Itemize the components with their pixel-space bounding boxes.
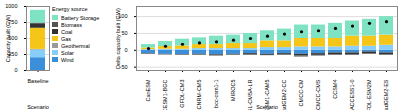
svg-text:CCSM4: CCSM4 <box>332 80 338 99</box>
svg-text:250: 250 <box>8 51 18 58</box>
svg-text:0: 0 <box>124 47 127 53</box>
svg-text:HadGEM2-ES: HadGEM2-ES <box>383 79 389 110</box>
svg-text:IPSL-CM5A-LR: IPSL-CM5A-LR <box>247 79 253 110</box>
svg-text:100: 100 <box>118 13 128 20</box>
svg-text:CMCC-CMS: CMCC-CMS <box>315 79 321 110</box>
svg-text:MIROC5: MIROC5 <box>230 80 236 101</box>
html-text:Biomass: Biomass <box>61 21 83 28</box>
html-text:Gas: Gas <box>61 35 72 42</box>
svg-text:bcc-csm1-1: bcc-csm1-1 <box>213 80 219 108</box>
svg-text:ACCESS1-0: ACCESS1-0 <box>349 80 355 110</box>
html-text:Geothermal: Geothermal <box>61 42 90 49</box>
svg-text:Scenario: Scenario <box>256 104 278 110</box>
html-text:Energy source: Energy source <box>52 6 88 12</box>
html-text:Solar: Solar <box>61 49 74 56</box>
svg-text:Delta capacity built (GW): Delta capacity built (GW) <box>115 8 121 69</box>
svg-text:50: 50 <box>121 30 127 36</box>
svg-text:HadGEM2-CC: HadGEM2-CC <box>281 79 287 110</box>
svg-text:GFDL-CM3: GFDL-CM3 <box>179 80 185 108</box>
svg-text:1000: 1000 <box>5 3 17 9</box>
svg-text:0: 0 <box>14 67 17 73</box>
svg-text:CESM1-BGC: CESM1-BGC <box>162 79 168 110</box>
html-text:Coal: Coal <box>61 28 73 35</box>
svg-text:CMCC-CM: CMCC-CM <box>298 79 304 106</box>
html-text:Battery Storage: Battery Storage <box>61 14 100 21</box>
svg-text:Baseline: Baseline <box>27 78 48 84</box>
html-text:Wind: Wind <box>61 56 74 63</box>
svg-text:CanESM: CanESM <box>145 79 151 101</box>
svg-text:750: 750 <box>8 19 18 26</box>
svg-text:Capacity built (GW): Capacity built (GW) <box>5 14 11 62</box>
svg-text:CNRM-CM5: CNRM-CM5 <box>196 80 202 110</box>
svg-text:500: 500 <box>8 35 18 42</box>
svg-text:-50: -50 <box>119 63 128 70</box>
svg-text:Scenario: Scenario <box>27 104 49 110</box>
svg-text:GFDL-ESM2M: GFDL-ESM2M <box>366 79 372 110</box>
